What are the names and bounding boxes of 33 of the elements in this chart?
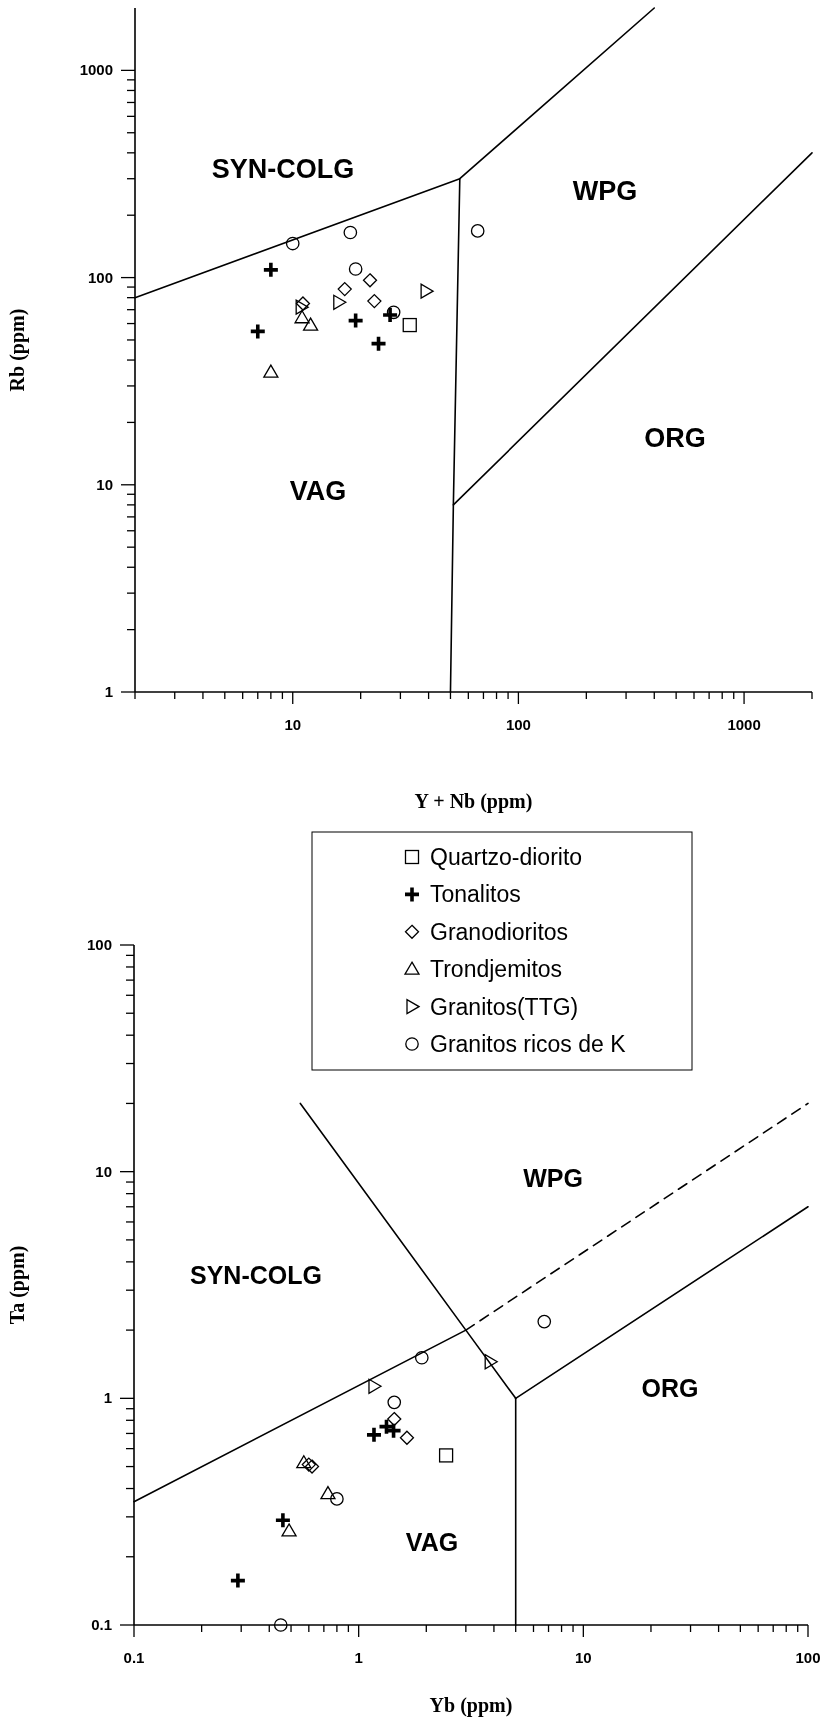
annotation: ORG bbox=[644, 422, 706, 453]
legend-label: Quartzo-diorito bbox=[430, 844, 583, 870]
x-tick-label: 100 bbox=[505, 716, 531, 733]
y-tick-label: 100 bbox=[87, 268, 113, 286]
y-axis-title: Rb (ppm) bbox=[6, 308, 29, 392]
x-axis-title: Y + Nb (ppm) bbox=[414, 790, 533, 813]
legend-label: Granitos ricos de K bbox=[430, 1031, 627, 1057]
annotation: ORG bbox=[641, 1374, 699, 1402]
y-tick-label: 10 bbox=[95, 1162, 112, 1180]
y-tick-label: 1 bbox=[104, 683, 113, 700]
annotation: SYN-COLG bbox=[190, 1261, 322, 1289]
x-tick-label: 1 bbox=[354, 1649, 363, 1666]
legend-label: Tonalitos bbox=[430, 881, 521, 908]
x-tick-label: 1000 bbox=[727, 716, 761, 733]
x-tick-label: 0.1 bbox=[123, 1649, 145, 1666]
annotation: VAG bbox=[289, 475, 347, 506]
x-axis-title: Yb (ppm) bbox=[429, 1694, 513, 1717]
legend-label: Trondjemitos bbox=[430, 956, 563, 983]
annotation: WPG bbox=[572, 175, 638, 206]
y-tick-label: 0.1 bbox=[91, 1616, 112, 1633]
x-tick-label: 100 bbox=[795, 1649, 821, 1666]
y-axis-title: Ta (ppm) bbox=[6, 1245, 29, 1325]
x-tick-label: 10 bbox=[284, 716, 302, 733]
x-tick-label: 10 bbox=[574, 1649, 592, 1666]
y-tick-label: 1 bbox=[103, 1389, 112, 1407]
y-tick-label: 10 bbox=[96, 475, 113, 493]
annotation: VAG bbox=[405, 1528, 459, 1556]
annotation: SYN-COLG bbox=[211, 153, 355, 184]
y-tick-label: 1000 bbox=[79, 61, 113, 79]
annotation: WPG bbox=[523, 1164, 583, 1192]
legend-label: Granodioritos bbox=[430, 918, 569, 945]
legend-label: Granitos(TTG) bbox=[430, 993, 579, 1020]
y-tick-label: 100 bbox=[86, 936, 112, 953]
